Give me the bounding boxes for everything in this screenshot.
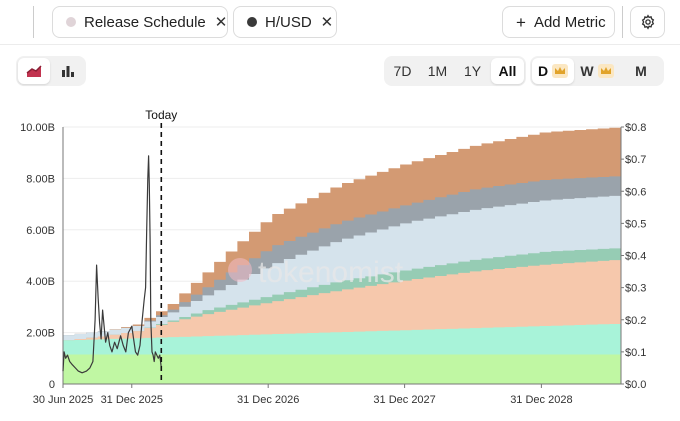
y-right-tick-label: $0.0: [625, 379, 646, 391]
plus-icon: +: [516, 12, 526, 32]
bar-chart-icon: [62, 66, 74, 77]
y-right-tick-label: $0.6: [625, 186, 646, 198]
y-right-tick-label: $0.3: [625, 283, 646, 295]
watermark: tokenomist: [228, 256, 404, 289]
settings-button[interactable]: [630, 6, 665, 38]
x-tick-label: 31 Dec 2025: [101, 394, 163, 406]
crown-icon: [597, 64, 614, 78]
watermark-text: tokenomist: [258, 256, 404, 289]
y-left-tick-label: 0: [49, 379, 55, 391]
add-metric-label: Add Metric: [533, 13, 606, 31]
metric-pill-label: Release Schedule: [84, 13, 206, 31]
area-chart-icon: [26, 65, 42, 77]
today-label: Today: [145, 108, 177, 122]
chart-type-toggle: [16, 56, 86, 86]
x-tick-label: 31 Dec 2028: [510, 394, 572, 406]
release-schedule-color-dot: [66, 17, 76, 27]
granularity-toggle: D W M: [530, 56, 664, 86]
y-left-tick-label: 6.00B: [26, 225, 55, 237]
metric-pill-release-schedule[interactable]: Release Schedule ✕: [52, 6, 228, 38]
y-left-tick-label: 8.00B: [26, 173, 55, 185]
y-left-tick-label: 4.00B: [26, 276, 55, 288]
y-right-tick-label: $0.5: [625, 218, 646, 230]
metric-pill-label: H/USD: [265, 13, 312, 31]
x-tick-label: 30 Jun 2025: [33, 394, 94, 406]
time-range-toggle: 7D 1M 1Y All: [384, 56, 526, 86]
granularity-week-label: W: [580, 63, 594, 79]
panel-edge-right: [622, 6, 623, 38]
add-metric-button[interactable]: + Add Metric: [502, 6, 615, 38]
y-right-tick-label: $0.4: [625, 251, 646, 263]
release-schedule-chart: tokenomist 0 2.00B 4.00B 6.00B 8.00B 10.00B $0…: [20, 108, 646, 406]
metric-pill-h-usd[interactable]: H/USD ✕: [233, 6, 337, 38]
range-1y-button[interactable]: 1Y: [463, 63, 482, 79]
x-tick-label: 31 Dec 2026: [237, 394, 299, 406]
y-left-tick-label: 10.00B: [20, 122, 55, 134]
price-series-line: [62, 155, 162, 374]
close-icon[interactable]: ✕: [320, 14, 334, 31]
granularity-week-button[interactable]: W: [576, 58, 618, 84]
granularity-month-button[interactable]: M: [635, 63, 647, 79]
y-right-tick-label: $0.7: [625, 154, 646, 166]
x-tick-label: 31 Dec 2027: [373, 394, 435, 406]
panel-edge-left: [33, 6, 34, 38]
crown-icon: [552, 64, 569, 78]
y-right-tick-label: $0.8: [625, 122, 646, 134]
close-icon[interactable]: ✕: [214, 14, 228, 31]
axes: 0 2.00B 4.00B 6.00B 8.00B 10.00B $0.0 $0.1 $0.2 $…: [20, 122, 646, 406]
y-right-tick-label: $0.1: [625, 347, 646, 359]
area-chart-button[interactable]: [18, 58, 50, 84]
price-line: [62, 155, 162, 374]
y-left-tick-label: 2.00B: [26, 328, 55, 340]
stacked-areas: [63, 127, 621, 384]
y-right-tick-label: $0.2: [625, 315, 646, 327]
granularity-day-button[interactable]: D: [532, 58, 574, 84]
today-marker: Today: [145, 108, 177, 384]
watermark-logo-icon: [228, 258, 252, 282]
range-1m-button[interactable]: 1M: [427, 63, 448, 79]
gear-icon: [641, 14, 654, 30]
granularity-day-label: D: [537, 63, 549, 79]
bar-chart-button[interactable]: [52, 58, 84, 84]
range-7d-button[interactable]: 7D: [393, 63, 412, 79]
range-all-button[interactable]: All: [491, 58, 524, 84]
stack-area-band-1: [63, 354, 621, 384]
h-usd-color-dot: [247, 17, 257, 27]
header-divider: [0, 44, 680, 45]
